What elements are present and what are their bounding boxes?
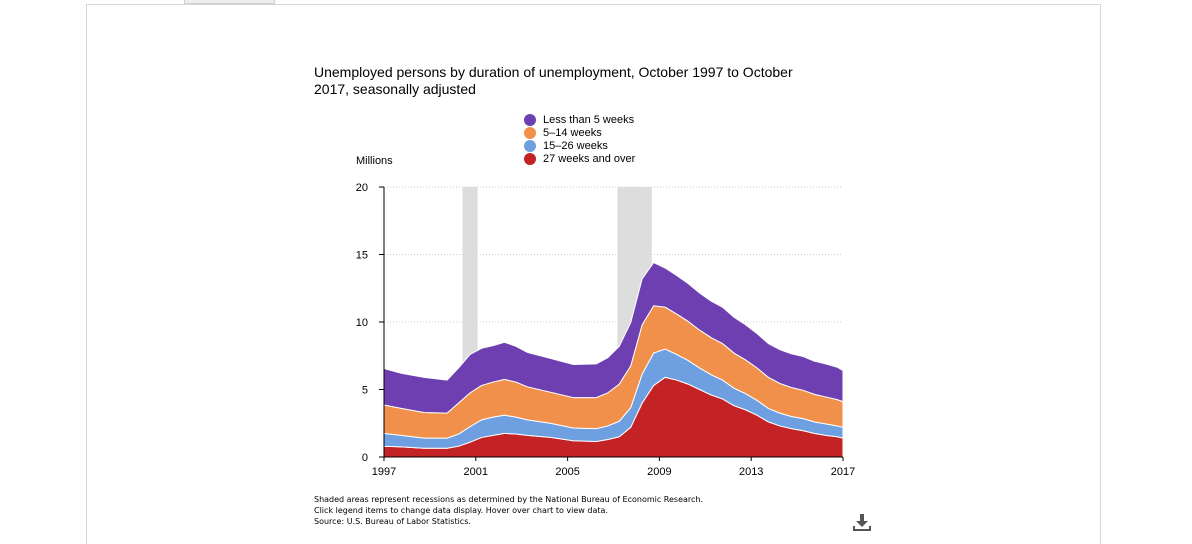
note-instructions: Click legend items to change data displa…: [314, 506, 608, 515]
legend-label: 15–26 weeks: [543, 139, 608, 152]
chart-notes: Shaded areas represent recessions as det…: [314, 494, 703, 527]
legend-swatch: [524, 113, 536, 126]
chart-title: Unemployed persons by duration of unempl…: [314, 64, 793, 97]
legend-swatch: [524, 152, 536, 165]
legend-item-27-weeks-and-over[interactable]: 27 weeks and over: [524, 152, 635, 165]
legend-item-15-26-weeks[interactable]: 15–26 weeks: [524, 139, 635, 152]
legend-item-less-than-5-weeks[interactable]: Less than 5 weeks: [524, 113, 635, 126]
legend-label: 27 weeks and over: [543, 152, 636, 165]
legend-label: Less than 5 weeks: [543, 113, 635, 126]
legend-label: 5–14 weeks: [543, 126, 602, 139]
download-icon[interactable]: [852, 512, 872, 532]
tab-stub[interactable]: [184, 0, 275, 4]
note-source: Source: U.S. Bureau of Labor Statistics.: [314, 517, 471, 526]
chart-legend: Less than 5 weeks 5–14 weeks 15–26 weeks…: [524, 113, 635, 165]
legend-swatch: [524, 139, 536, 152]
chart-panel: [86, 4, 1101, 544]
legend-swatch: [524, 126, 536, 139]
note-recessions: Shaded areas represent recessions as det…: [314, 495, 704, 504]
legend-item-5-14-weeks[interactable]: 5–14 weeks: [524, 126, 635, 139]
y-axis-label: Millions: [356, 155, 393, 167]
